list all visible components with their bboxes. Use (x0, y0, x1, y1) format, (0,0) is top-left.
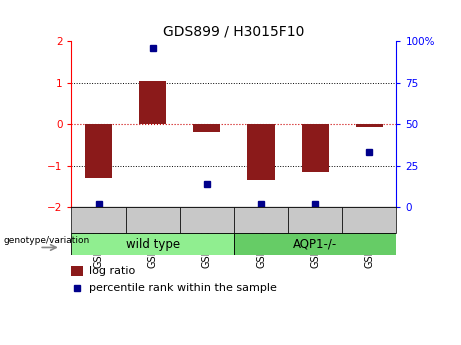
Bar (342, 207, 396, 233)
Bar (139, 81, 166, 124)
Text: AQP1-/-: AQP1-/- (293, 238, 337, 250)
Bar (234, 233, 396, 255)
Bar (71, 233, 234, 255)
Bar (71, 207, 125, 233)
Bar (248, 124, 275, 180)
Title: GDS899 / H3015F10: GDS899 / H3015F10 (163, 25, 305, 39)
Bar (193, 124, 220, 132)
Text: percentile rank within the sample: percentile rank within the sample (89, 283, 277, 293)
Text: wild type: wild type (126, 238, 180, 250)
Text: log ratio: log ratio (89, 266, 136, 276)
Bar (234, 207, 288, 233)
Bar (85, 124, 112, 178)
Bar (71, 266, 83, 276)
Text: genotype/variation: genotype/variation (4, 236, 90, 245)
Bar (301, 124, 329, 172)
Bar (288, 207, 342, 233)
Bar (125, 207, 180, 233)
Bar (180, 207, 234, 233)
Bar (356, 124, 383, 127)
